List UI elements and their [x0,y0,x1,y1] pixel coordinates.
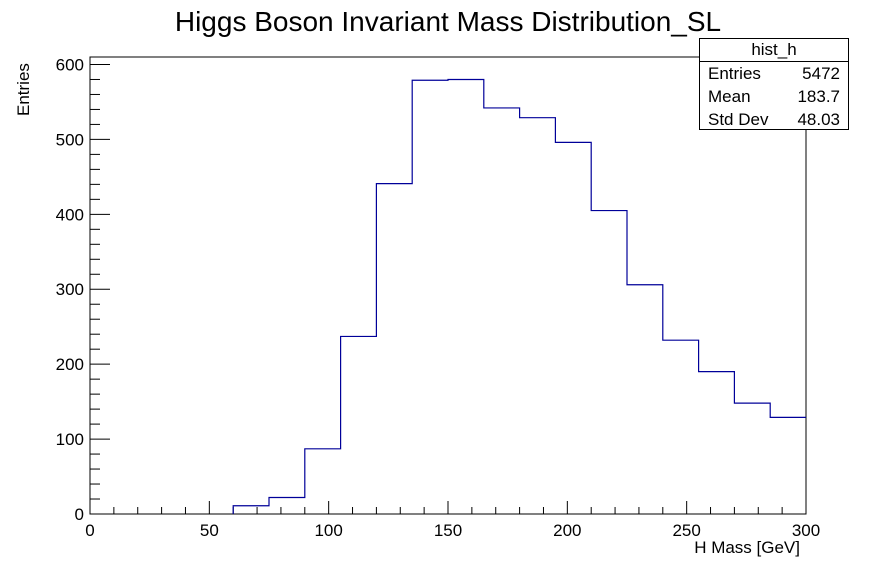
stats-title: hist_h [700,39,848,62]
histogram-bin [412,80,448,514]
y-tick-label: 400 [56,205,84,224]
histogram-bin [591,211,627,514]
chart-title: Higgs Boson Invariant Mass Distribution_… [174,6,722,37]
x-tick-label: 200 [553,521,581,540]
stats-label: Mean [708,87,751,106]
x-tick-label: 250 [672,521,700,540]
y-tick-label: 500 [56,130,84,149]
histogram-bin [341,336,377,514]
histogram-bin [663,340,699,514]
stats-row-stddev: Std Dev 48.03 [700,108,848,131]
x-tick-label: 150 [434,521,462,540]
stats-value: 5472 [802,64,840,83]
histogram-bin [734,403,770,514]
y-tick-label: 200 [56,355,84,374]
histogram-bin [233,506,269,514]
histogram-outline [232,78,806,514]
x-axis-label: H Mass [GeV] [694,538,800,557]
x-tick-label: 50 [200,521,219,540]
histogram-bin [627,285,663,514]
histogram-bin [269,498,305,514]
y-tick-label: 300 [56,280,84,299]
x-tick-label: 100 [314,521,342,540]
stats-value: 48.03 [797,110,840,129]
histogram-bin [376,184,412,514]
histogram-bin [555,142,591,514]
stats-box: hist_h Entries 5472 Mean 183.7 Std Dev 4… [699,38,849,130]
histogram-bin [305,449,341,514]
histogram-bin [520,118,556,514]
y-axis-label: Entries [14,63,33,116]
y-tick-label: 600 [56,55,84,74]
stats-row-mean: Mean 183.7 [700,85,848,108]
histogram-bin [699,372,735,514]
stats-value: 183.7 [797,87,840,106]
x-tick-label: 0 [85,521,94,540]
histogram-bin [484,108,520,514]
histogram-bin [448,79,484,514]
y-tick-label: 100 [56,430,84,449]
stats-label: Std Dev [708,110,769,129]
y-tick-label: 0 [75,505,84,524]
stats-label: Entries [708,64,761,83]
stats-row-entries: Entries 5472 [700,62,848,85]
histogram-bin [770,417,806,514]
x-tick-label: 300 [792,521,820,540]
